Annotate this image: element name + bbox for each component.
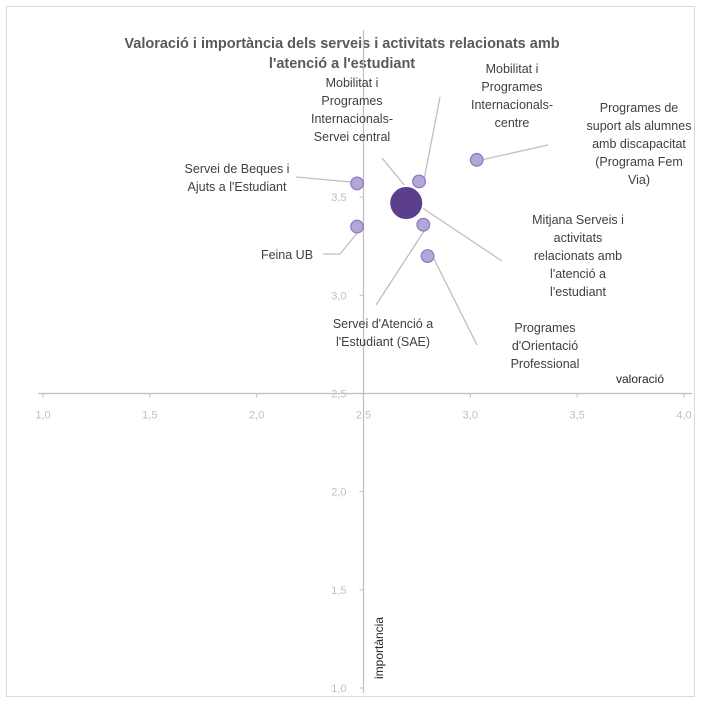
x-tick-label: 1,0	[35, 410, 50, 422]
data-bubble	[469, 152, 484, 167]
leader-line	[431, 254, 478, 346]
leader-line	[423, 96, 441, 181]
data-bubble	[350, 219, 365, 234]
x-tick-label: 2,0	[249, 410, 264, 422]
data-bubble	[420, 249, 435, 264]
y-tick-label: 2,5	[331, 389, 346, 401]
y-tick-label: 3,5	[331, 192, 346, 204]
y-tick-label: 2,0	[331, 487, 346, 499]
data-bubble	[350, 176, 365, 191]
y-tick-label: 1,5	[331, 585, 346, 597]
data-bubble	[412, 174, 427, 189]
y-axis-title: importància	[372, 617, 386, 679]
y-tick-label: 1,0	[331, 683, 346, 695]
leader-line	[480, 144, 549, 161]
point-label: Servei de Beques i Ajuts a l'Estudiant	[185, 162, 290, 194]
leader-line	[414, 202, 503, 262]
point-label: Programes de suport als alumnes amb discap…	[587, 101, 692, 187]
point-label: Mobilitat i Programes Internacionals-Serve…	[311, 76, 393, 144]
y-tick-label: 3,0	[331, 290, 346, 302]
chart-frame	[6, 6, 695, 697]
point-label: Mobilitat i Programes Internacionals-centr…	[471, 62, 553, 130]
chart-title-line-2: l'atenció a l'estudiant	[269, 56, 415, 72]
point-label: Programes d'Orientació Professional	[511, 321, 580, 371]
average-bubble	[388, 185, 425, 222]
point-label: Feina UB	[261, 248, 313, 262]
x-tick-label: 1,5	[142, 410, 157, 422]
x-tick-label: 2,5	[356, 410, 371, 422]
point-label: Mitjana Serveis i activitats relacionats a…	[532, 213, 624, 299]
x-tick-label: 4,0	[676, 410, 691, 422]
point-label: Servei d'Atenció a l'Estudiant (SAE)	[333, 317, 433, 349]
x-tick-label: 3,0	[463, 410, 478, 422]
chart-title-line-1: Valoració i importància dels serveis i a…	[124, 36, 559, 52]
x-axis-title: valoració	[616, 372, 664, 386]
leader-line	[375, 224, 429, 306]
data-bubble	[416, 217, 431, 232]
leader-line	[323, 226, 363, 255]
x-tick-label: 3,5	[570, 410, 585, 422]
